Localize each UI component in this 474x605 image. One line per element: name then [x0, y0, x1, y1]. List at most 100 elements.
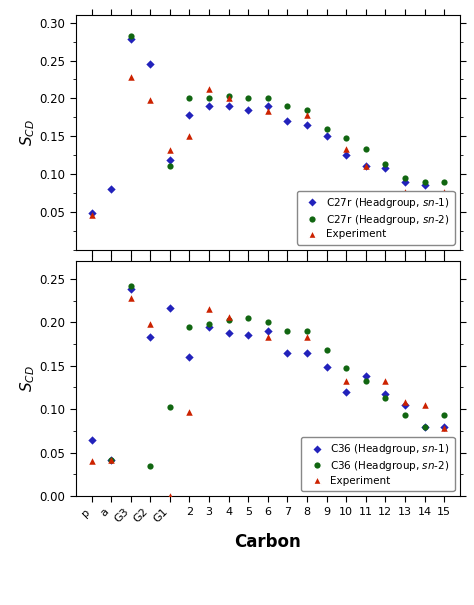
Point [264, 326, 272, 336]
Point [362, 144, 370, 154]
Point [186, 131, 193, 141]
Point [362, 371, 370, 381]
Point [401, 410, 409, 420]
Point [225, 312, 232, 322]
Point [421, 177, 428, 186]
Point [303, 326, 311, 336]
Legend: C27r (Headgroup, $sn$-1), C27r (Headgroup, $sn$-2), Experiment: C27r (Headgroup, $sn$-1), C27r (Headgrou… [297, 191, 455, 244]
Point [186, 322, 193, 332]
Point [421, 400, 428, 410]
Point [146, 319, 154, 329]
Point [205, 319, 213, 329]
Point [283, 101, 291, 111]
Point [127, 284, 135, 294]
Point [88, 436, 95, 445]
Point [401, 173, 409, 183]
Point [166, 155, 173, 165]
Point [245, 94, 252, 103]
Point [186, 352, 193, 362]
Point [421, 180, 428, 190]
Point [440, 424, 448, 433]
Point [107, 455, 115, 465]
Point [88, 209, 95, 218]
Point [166, 162, 173, 171]
Point [421, 422, 428, 431]
Point [264, 101, 272, 111]
Point [342, 150, 350, 160]
Point [421, 422, 428, 431]
Point [166, 304, 173, 313]
Point [382, 159, 389, 169]
Point [303, 120, 311, 129]
Point [303, 110, 311, 120]
Point [283, 348, 291, 358]
Point [88, 457, 95, 466]
Point [362, 162, 370, 171]
Point [283, 326, 291, 336]
Point [342, 133, 350, 143]
Point [382, 393, 389, 403]
Point [166, 491, 173, 501]
Point [107, 455, 115, 465]
X-axis label: Carbon: Carbon [235, 533, 301, 551]
Point [107, 185, 115, 194]
Point [264, 106, 272, 116]
Point [440, 177, 448, 186]
Point [205, 94, 213, 103]
Point [245, 105, 252, 114]
Point [186, 94, 193, 103]
Point [205, 101, 213, 111]
Legend: C36 (Headgroup, $sn$-1), C36 (Headgroup, $sn$-2), Experiment: C36 (Headgroup, $sn$-1), C36 (Headgroup,… [301, 437, 455, 491]
Point [146, 332, 154, 342]
Point [166, 264, 173, 273]
Point [225, 101, 232, 111]
Point [401, 188, 409, 197]
Point [225, 94, 232, 103]
Point [401, 177, 409, 186]
Point [205, 304, 213, 314]
Point [401, 397, 409, 407]
Point [440, 410, 448, 420]
Point [146, 461, 154, 471]
Point [440, 422, 448, 431]
Point [382, 163, 389, 173]
Point [127, 34, 135, 44]
Point [225, 315, 232, 324]
Point [205, 83, 213, 93]
Point [440, 188, 448, 197]
Point [362, 162, 370, 171]
Point [264, 94, 272, 103]
Y-axis label: $S_{CD}$: $S_{CD}$ [18, 119, 36, 146]
Point [146, 95, 154, 105]
Point [303, 105, 311, 114]
Point [127, 73, 135, 82]
Point [362, 376, 370, 385]
Point [127, 281, 135, 290]
Point [323, 345, 330, 355]
Point [186, 110, 193, 120]
Point [245, 313, 252, 323]
Point [146, 59, 154, 69]
Point [107, 455, 115, 465]
Point [303, 332, 311, 342]
Point [323, 124, 330, 134]
Point [342, 376, 350, 385]
Point [166, 145, 173, 155]
Y-axis label: $S_{CD}$: $S_{CD}$ [18, 365, 36, 392]
Point [323, 131, 330, 141]
Point [342, 364, 350, 373]
Point [127, 31, 135, 41]
Point [342, 144, 350, 154]
Point [225, 91, 232, 101]
Point [225, 328, 232, 338]
Point [303, 348, 311, 358]
Point [382, 389, 389, 399]
Point [127, 293, 135, 303]
Point [264, 332, 272, 342]
Point [323, 362, 330, 372]
Point [205, 322, 213, 332]
Point [283, 116, 291, 126]
Point [88, 210, 95, 220]
Point [166, 402, 173, 411]
Point [186, 407, 193, 417]
